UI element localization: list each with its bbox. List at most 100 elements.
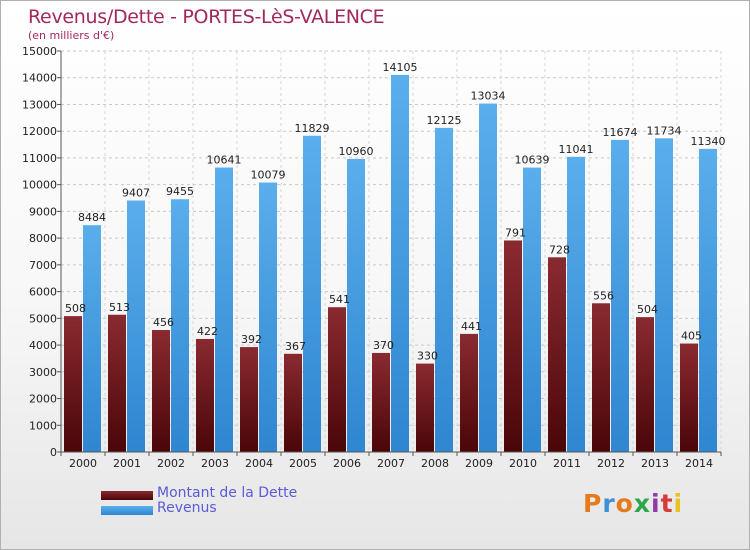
y-tick-label: 11000	[22, 152, 57, 165]
data-label-revenus: 10960	[339, 145, 374, 158]
data-label-dette: 556	[593, 289, 614, 302]
logo-letter: P	[583, 489, 603, 518]
data-label-dette: 791	[505, 226, 526, 239]
x-tick-label: 2006	[333, 457, 361, 470]
bar-revenus	[347, 159, 365, 452]
y-tick-label: 8000	[29, 232, 57, 245]
x-tick-label: 2002	[157, 457, 185, 470]
data-label-dette: 370	[373, 339, 394, 352]
x-tick-label: 2014	[685, 457, 713, 470]
x-tick-label: 2004	[245, 457, 273, 470]
x-tick-label: 2000	[69, 457, 97, 470]
data-label-revenus: 12125	[427, 114, 462, 127]
bar-revenus	[611, 139, 629, 452]
bar-revenus	[391, 74, 409, 452]
y-tick-label: 13000	[22, 98, 57, 111]
bar-dette	[240, 347, 258, 452]
data-label-dette: 441	[461, 320, 482, 333]
data-label-dette: 504	[637, 303, 658, 316]
data-label-revenus: 11041	[559, 143, 594, 156]
x-tick-label: 2001	[113, 457, 141, 470]
x-tick-label: 2010	[509, 457, 537, 470]
bar-revenus	[303, 135, 321, 452]
bar-revenus	[523, 167, 541, 453]
bar-revenus	[699, 148, 717, 452]
data-label-revenus: 13034	[471, 90, 506, 103]
x-tick-label: 2009	[465, 457, 493, 470]
legend-label-revenus: Revenus	[157, 500, 217, 516]
logo-letter: i	[651, 489, 661, 518]
bar-revenus	[259, 182, 277, 452]
bar-dette	[108, 314, 126, 452]
logo-letter: x	[633, 489, 651, 518]
data-label-dette: 330	[417, 350, 438, 363]
data-label-dette: 508	[65, 302, 86, 315]
y-tick-label: 12000	[22, 125, 57, 138]
chart-subtitle: (en milliers d'€)	[28, 29, 115, 42]
y-tick-label: 9000	[29, 205, 57, 218]
x-tick-label: 2012	[597, 457, 625, 470]
logo-letter: r	[602, 489, 616, 518]
bar-dette	[636, 317, 654, 452]
bar-revenus	[83, 225, 101, 452]
bar-revenus	[171, 199, 189, 452]
y-tick-label: 5000	[29, 312, 57, 325]
x-tick-label: 2007	[377, 457, 405, 470]
legend-swatch-dette	[101, 491, 153, 500]
data-label-dette: 422	[197, 325, 218, 338]
data-label-revenus: 14105	[383, 61, 418, 74]
x-tick-label: 2005	[289, 457, 317, 470]
bar-revenus	[567, 156, 585, 452]
bar-dette	[64, 316, 82, 452]
y-tick-label: 0	[50, 446, 57, 459]
bar-dette	[328, 307, 346, 452]
data-label-dette: 728	[549, 243, 570, 256]
data-label-revenus: 10079	[251, 169, 286, 182]
data-label-revenus: 11829	[295, 122, 330, 135]
y-tick-label: 1000	[29, 419, 57, 432]
data-label-revenus: 10639	[515, 154, 550, 167]
x-tick-label: 2003	[201, 457, 229, 470]
data-label-revenus: 11674	[603, 126, 638, 139]
bar-dette	[680, 343, 698, 452]
data-label-dette: 456	[153, 316, 174, 329]
data-label-dette: 392	[241, 333, 262, 346]
data-label-revenus: 9407	[122, 187, 150, 200]
data-label-dette: 405	[681, 330, 702, 343]
x-tick-label: 2013	[641, 457, 669, 470]
data-label-revenus: 11734	[647, 124, 682, 137]
data-label-dette: 367	[285, 340, 306, 353]
data-label-revenus: 10641	[207, 154, 242, 167]
data-label-revenus: 11340	[691, 135, 726, 148]
logo-letter: o	[615, 489, 634, 518]
y-tick-label: 7000	[29, 259, 57, 272]
bar-dette	[548, 257, 566, 452]
bar-dette	[592, 303, 610, 452]
bar-revenus	[215, 167, 233, 453]
logo-letter: t	[660, 489, 674, 518]
proxiti-logo: Proxiti	[583, 489, 683, 518]
data-label-revenus: 8484	[78, 211, 106, 224]
bar-revenus	[479, 103, 497, 452]
legend-label-dette: Montant de la Dette	[157, 485, 298, 501]
y-tick-label: 6000	[29, 286, 57, 299]
bar-dette	[460, 333, 478, 452]
y-tick-label: 15000	[22, 45, 57, 58]
y-tick-label: 10000	[22, 179, 57, 192]
bar-revenus	[655, 138, 673, 452]
bar-revenus	[127, 200, 145, 452]
bar-revenus	[435, 127, 453, 452]
bar-dette	[196, 338, 214, 452]
data-label-dette: 541	[329, 293, 350, 306]
x-tick-label: 2011	[553, 457, 581, 470]
data-label-dette: 513	[109, 301, 130, 314]
bar-dette	[416, 363, 434, 452]
logo-letter: i	[673, 489, 684, 518]
y-tick-label: 3000	[29, 366, 57, 379]
legend-swatch-revenus	[101, 506, 153, 515]
bar-dette	[504, 240, 522, 452]
bar-dette	[284, 353, 302, 452]
chart-title: Revenus/Dette - PORTES-LèS-VALENCE	[28, 6, 385, 28]
